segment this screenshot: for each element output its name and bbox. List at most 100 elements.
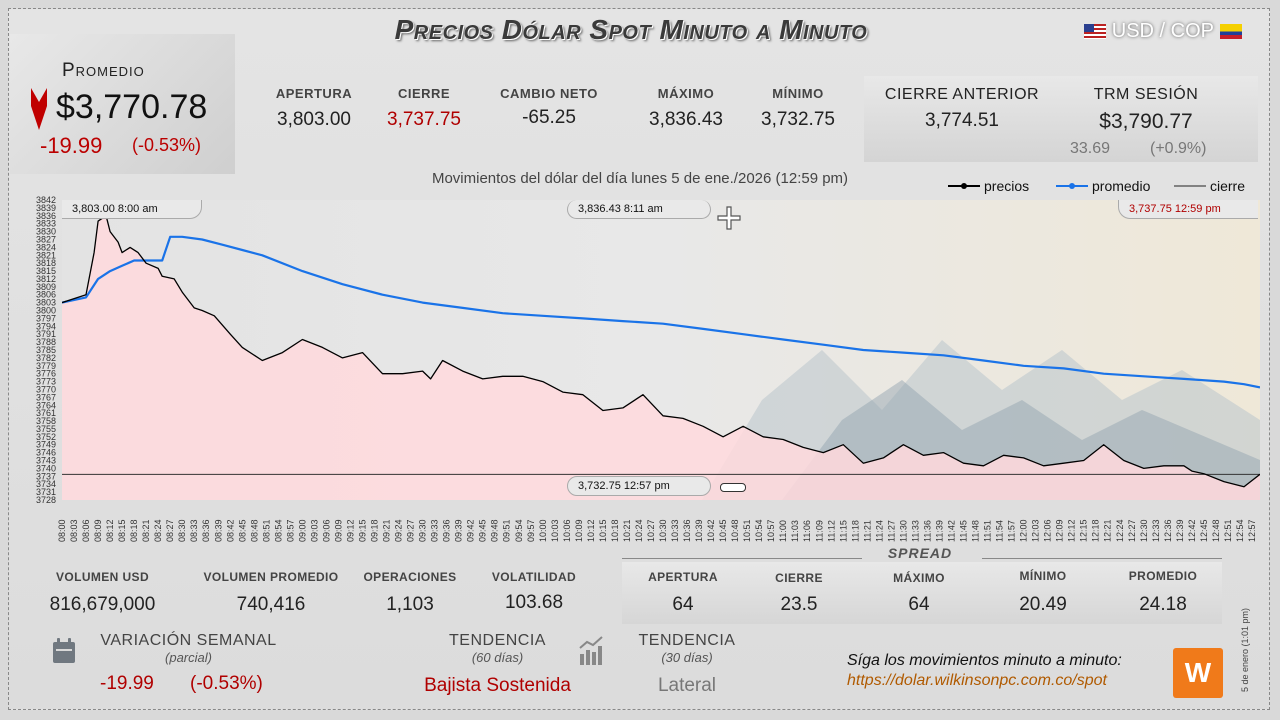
y-tick-label: 3743 <box>36 456 56 466</box>
operaciones-label: OPERACIONES <box>363 570 457 584</box>
x-tick-label: 12:00 <box>1019 519 1029 542</box>
stat-minimo: MÍNIMO 3,732.75 <box>742 86 854 131</box>
x-tick-label: 10:09 <box>574 519 584 542</box>
cierre-anterior: CIERRE ANTERIOR 3,774.51 <box>882 86 1042 132</box>
x-tick-label: 10:00 <box>538 519 548 542</box>
stat-label: MÁXIMO <box>657 86 715 101</box>
price-chart[interactable] <box>62 200 1260 500</box>
y-tick-label: 3794 <box>36 321 56 331</box>
promedio-label: Promedio <box>62 60 145 81</box>
x-tick-label: 12:15 <box>1079 519 1089 542</box>
tendencia60-sub: (60 días) <box>471 650 524 665</box>
x-tick-label: 10:03 <box>550 519 560 542</box>
x-tick-label: 08:27 <box>165 519 175 542</box>
x-tick-label: 08:21 <box>141 519 151 542</box>
scroll-handle[interactable] <box>720 483 746 492</box>
x-tick-label: 11:54 <box>995 520 1005 542</box>
y-tick-label: 3752 <box>36 432 56 442</box>
y-tick-label: 3788 <box>36 337 56 347</box>
volumen-promedio: VOLUMEN PROMEDIO 740,416 <box>196 570 346 616</box>
x-tick-label: 11:12 <box>826 520 836 542</box>
x-tick-label: 09:03 <box>309 519 319 542</box>
spread-label: PROMEDIO <box>1128 569 1198 583</box>
follow-link[interactable]: https://dolar.wilkinsonpc.com.co/spot <box>847 672 1107 689</box>
x-tick-label: 08:45 <box>237 519 247 542</box>
x-tick-label: 12:12 <box>1067 519 1077 542</box>
legend-cierre-swatch <box>1174 185 1206 187</box>
volatilidad-label: VOLATILIDAD <box>491 570 577 584</box>
tooltip-open: 3,803.00 8:00 am <box>62 200 202 219</box>
x-axis-labels: 08:00 08:03 08:06 08:09 08:12 08:15 08:18 08:21… <box>57 519 1257 542</box>
stat-maximo: MÁXIMO 3,836.43 <box>630 86 742 131</box>
y-tick-label: 3800 <box>36 306 56 316</box>
x-tick-label: 12:51 <box>1223 519 1233 542</box>
x-tick-label: 11:57 <box>1007 520 1017 542</box>
spread-maximo: MÁXIMO 64 <box>866 571 972 616</box>
x-tick-label: 09:51 <box>502 519 512 542</box>
stat-value: 3,803.00 <box>277 109 351 130</box>
spread-value: 24.18 <box>1139 594 1187 615</box>
variacion-change: -19.99 <box>100 673 154 694</box>
x-tick-label: 08:09 <box>93 519 103 542</box>
cierre-anterior-label: CIERRE ANTERIOR <box>884 86 1040 103</box>
x-tick-label: 11:27 <box>886 520 896 542</box>
volumen-usd-label: VOLUMEN USD <box>55 570 150 584</box>
x-tick-label: 09:09 <box>334 519 344 542</box>
x-tick-label: 08:48 <box>249 519 259 542</box>
x-tick-label: 08:18 <box>129 519 139 542</box>
cierre-anterior-value: 3,774.51 <box>925 110 999 131</box>
x-tick-label: 11:15 <box>838 520 848 542</box>
volumen-usd-value: 816,679,000 <box>49 594 156 615</box>
spread-rule-right <box>982 558 1222 559</box>
x-tick-label: 08:24 <box>153 519 163 542</box>
y-tick-label: 3803 <box>36 298 56 308</box>
crosshair-icon[interactable] <box>716 205 742 231</box>
x-tick-label: 08:00 <box>57 519 67 542</box>
x-tick-label: 11:00 <box>778 520 788 542</box>
y-tick-label: 3737 <box>36 471 56 481</box>
y-tick-label: 3764 <box>36 400 56 410</box>
x-tick-label: 08:06 <box>81 519 91 542</box>
legend-promedio-label: promedio <box>1092 178 1151 194</box>
y-tick-label: 3761 <box>36 408 56 418</box>
x-tick-label: 09:36 <box>442 519 452 542</box>
x-tick-label: 10:42 <box>706 519 716 542</box>
y-tick-label: 3758 <box>36 416 56 426</box>
page-title: Precios Dólar Spot Minuto a Minuto <box>394 14 868 45</box>
x-tick-label: 12:48 <box>1211 519 1221 542</box>
down-arrow-icon <box>31 88 47 130</box>
x-tick-label: 10:57 <box>766 519 776 542</box>
spread-label: APERTURA <box>648 570 718 584</box>
x-tick-label: 08:39 <box>213 519 223 542</box>
x-tick-label: 10:33 <box>670 519 680 542</box>
spread-value: 20.49 <box>1019 594 1067 615</box>
x-tick-label: 09:24 <box>394 519 404 542</box>
spread-rule-left <box>622 558 862 559</box>
promedio-panel <box>10 34 235 174</box>
x-tick-label: 12:45 <box>1199 519 1209 542</box>
x-tick-label: 10:36 <box>682 519 692 542</box>
stat-cierre: CIERRE 3,737.75 <box>368 86 480 131</box>
spread-label: MÍNIMO <box>1019 569 1067 583</box>
x-tick-label: 09:57 <box>526 519 536 542</box>
legend-precios-swatch <box>948 183 980 189</box>
wilkinson-logo[interactable]: W <box>1173 648 1223 698</box>
spread-value: 64 <box>672 594 694 615</box>
side-date: 5 de enero (1:01 pm) <box>1240 607 1250 693</box>
x-tick-label: 08:15 <box>117 519 127 542</box>
x-tick-label: 10:48 <box>730 519 740 542</box>
volumen-usd: VOLUMEN USD 816,679,000 <box>40 570 165 616</box>
y-tick-label: 3824 <box>36 242 56 252</box>
legend-promedio: promedio <box>1056 178 1150 194</box>
y-tick-label: 3746 <box>36 448 56 458</box>
y-tick-label: 3797 <box>36 313 56 323</box>
y-tick-label: 3731 <box>36 487 56 497</box>
x-tick-label: 09:00 <box>297 519 307 542</box>
volatilidad: VOLATILIDAD 103.68 <box>484 570 584 614</box>
stat-value: 3,836.43 <box>649 109 723 130</box>
tendencia60-value: Bajista Sostenida <box>424 675 571 696</box>
x-tick-label: 08:54 <box>273 519 283 542</box>
x-tick-label: 10:06 <box>562 519 572 542</box>
x-tick-label: 08:51 <box>261 519 271 542</box>
x-tick-label: 12:24 <box>1115 519 1125 542</box>
